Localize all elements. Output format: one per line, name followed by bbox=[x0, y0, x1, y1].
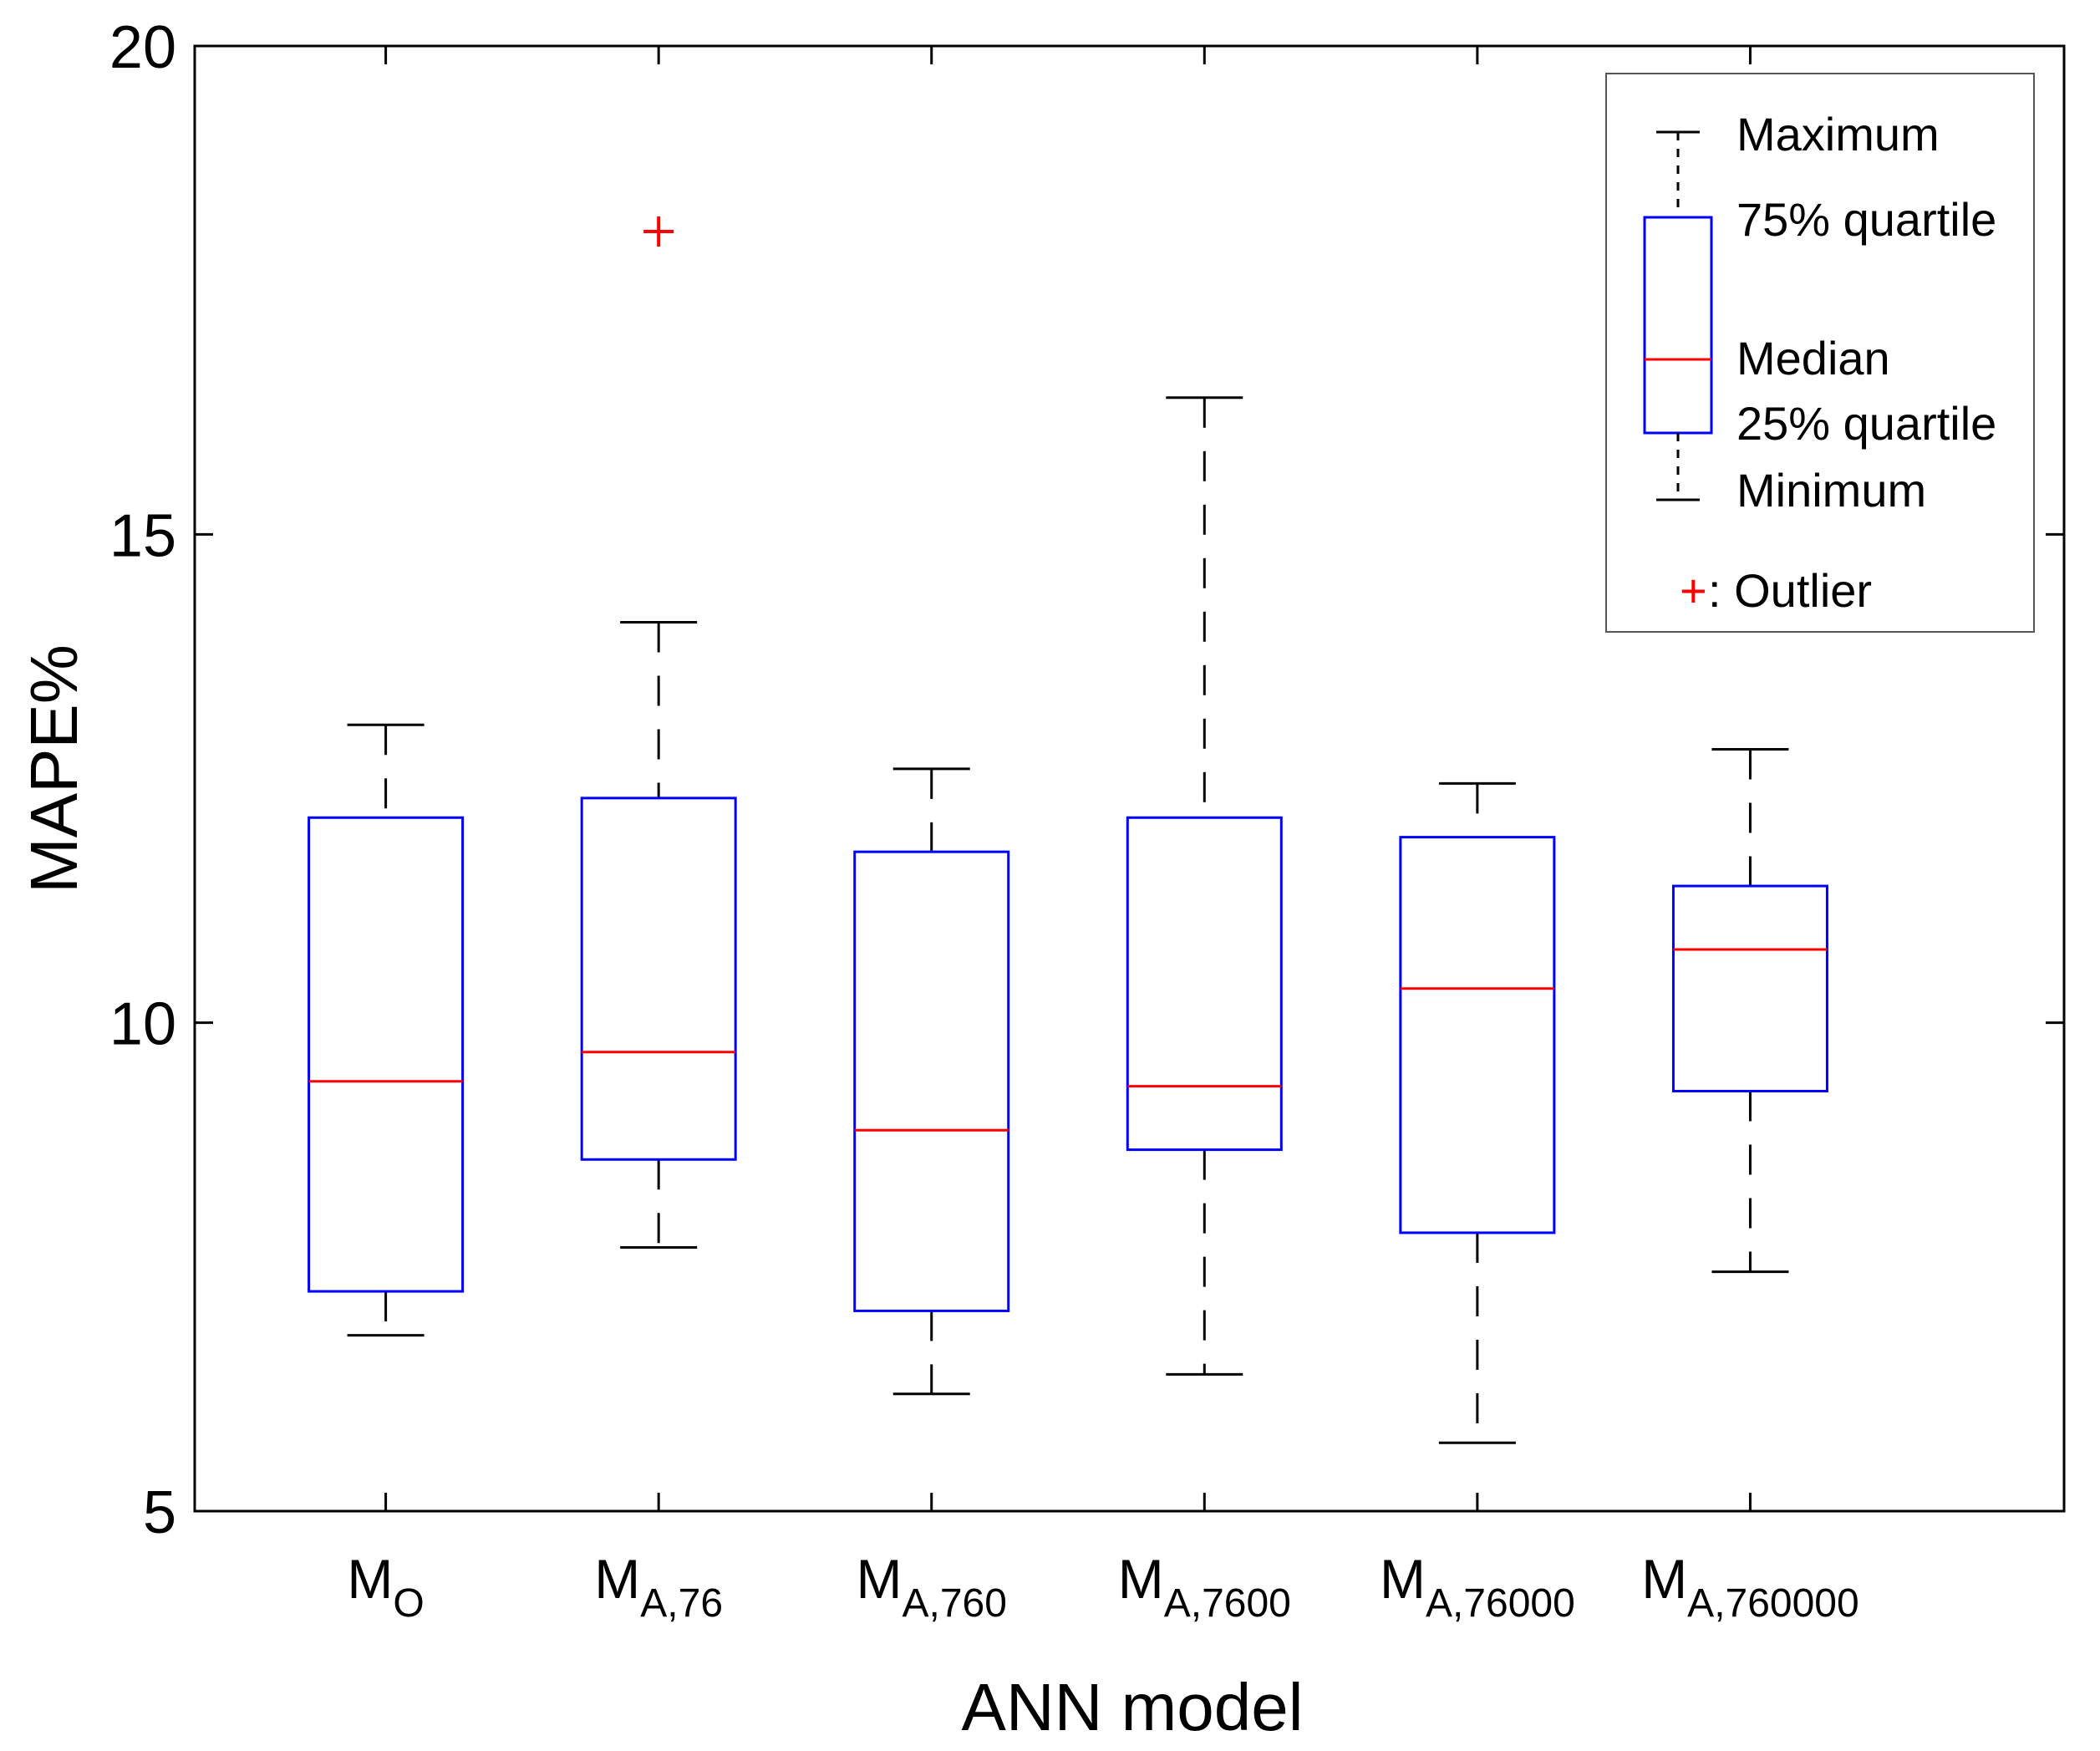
x-category-label: MA,760000 bbox=[1641, 1548, 1859, 1626]
x-category-label: MO bbox=[347, 1548, 424, 1626]
legend: Maximum 75% quartile Median 25% quartile… bbox=[1605, 73, 2035, 633]
x-category-label: MA,760 bbox=[857, 1548, 1007, 1626]
legend-q1-label: 25% quartile bbox=[1736, 397, 1996, 450]
axes: 5 10 15 20 MO MA,76 MA,760 MA,7600 MA,76000 MA,76… bbox=[109, 14, 2064, 1626]
y-tick-label: 5 bbox=[143, 1479, 176, 1546]
iqr-box bbox=[1126, 816, 1283, 1152]
y-axis-label: MAPE% bbox=[17, 644, 91, 893]
x-category-label: MA,76000 bbox=[1380, 1548, 1575, 1626]
iqr-box bbox=[1399, 836, 1556, 1234]
y-tick-label: 15 bbox=[109, 502, 176, 569]
box-plot-marks bbox=[308, 216, 1828, 1444]
legend-maximum-label: Maximum bbox=[1736, 108, 1940, 160]
iqr-box bbox=[580, 797, 737, 1161]
y-tick-label: 10 bbox=[109, 991, 176, 1058]
legend-outlier-marker: + bbox=[1680, 564, 1707, 617]
x-axis-label: ANN model bbox=[961, 1670, 1303, 1744]
iqr-box bbox=[853, 850, 1010, 1312]
iqr-box bbox=[308, 816, 465, 1293]
iqr-box bbox=[1671, 884, 1828, 1092]
legend-outlier-label: : Outlier bbox=[1708, 564, 1872, 617]
y-tick-label: 20 bbox=[109, 14, 176, 81]
x-category-label: MA,76 bbox=[594, 1548, 723, 1626]
legend-q3-label: 75% quartile bbox=[1736, 193, 1996, 246]
legend-median-label: Median bbox=[1736, 332, 1890, 384]
x-category-label: MA,7600 bbox=[1118, 1548, 1291, 1626]
outlier-marker bbox=[643, 216, 674, 247]
legend-minimum-label: Minimum bbox=[1736, 464, 1926, 517]
